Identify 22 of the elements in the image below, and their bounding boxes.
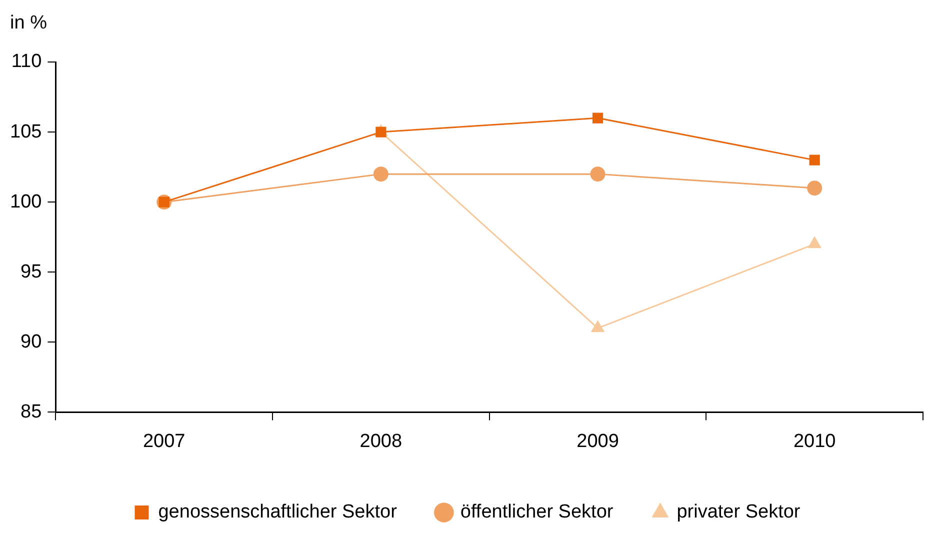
legend-label: privater Sektor	[676, 502, 801, 523]
y-tick-label: 110	[11, 51, 42, 72]
point	[590, 166, 606, 182]
point	[809, 154, 820, 166]
y-axis-title: in %	[10, 12, 48, 34]
legend-label: öffentlicher Sektor	[460, 502, 614, 523]
x-tick-label: 2010	[793, 430, 836, 452]
point	[807, 180, 822, 196]
point	[808, 236, 822, 248]
y-tick-label: 100	[10, 191, 42, 212]
y-tick-label: 90	[20, 331, 42, 352]
point	[376, 126, 386, 138]
point	[590, 320, 605, 332]
y-tick-label: 85	[20, 401, 42, 422]
y-tick-label: 105	[10, 121, 42, 142]
legend-label: genossenschaftlicher Sektor	[158, 502, 398, 523]
x-tick-label: 2007	[142, 430, 186, 452]
point	[373, 166, 388, 182]
x-tick-label: 2009	[576, 430, 619, 452]
point	[592, 112, 604, 124]
y-tick-label: 95	[20, 261, 42, 282]
x-tick-label: 2008	[360, 430, 402, 452]
